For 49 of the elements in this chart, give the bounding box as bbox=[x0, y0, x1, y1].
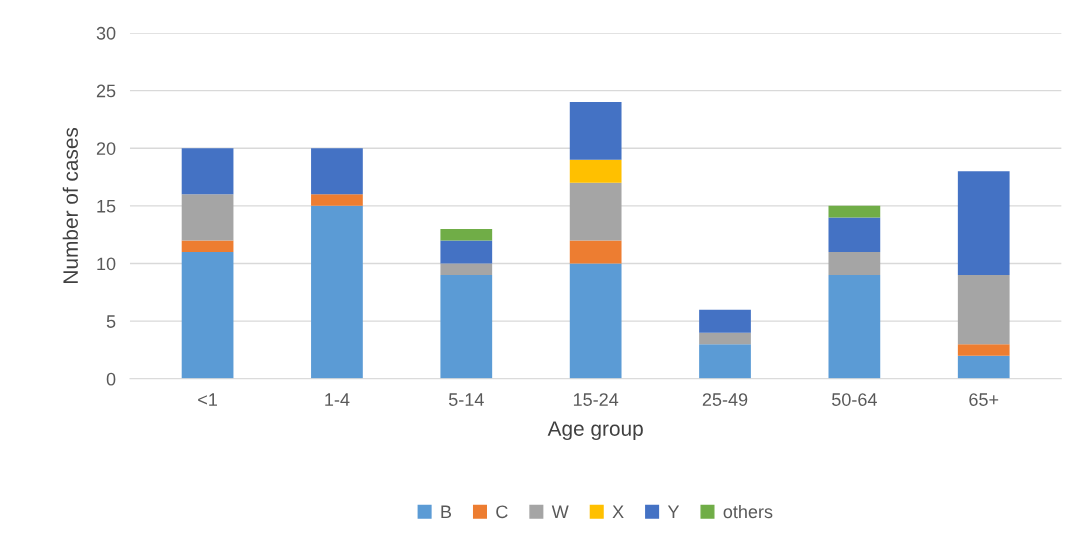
bar bbox=[181, 240, 234, 252]
bar bbox=[957, 171, 1010, 276]
bar bbox=[569, 240, 622, 264]
bar bbox=[828, 251, 881, 276]
bar bbox=[828, 275, 881, 379]
x-tick-label: 1-4 bbox=[325, 393, 350, 406]
y-tick-label: 15 bbox=[97, 200, 116, 213]
bar bbox=[440, 263, 493, 276]
bar bbox=[699, 344, 751, 379]
bar bbox=[569, 182, 622, 241]
bar bbox=[569, 102, 622, 160]
bar bbox=[311, 194, 363, 206]
x-tick-label: 25-49 bbox=[702, 393, 748, 406]
bar bbox=[181, 194, 234, 241]
legend-label: B bbox=[441, 505, 452, 519]
y-tick-label: 5 bbox=[106, 315, 116, 328]
bar bbox=[828, 205, 881, 218]
bar bbox=[440, 240, 493, 264]
y-tick-label: 0 bbox=[106, 372, 116, 386]
bar bbox=[311, 205, 363, 379]
bar bbox=[828, 217, 881, 252]
legend-label: others bbox=[723, 504, 773, 519]
bar bbox=[440, 228, 493, 241]
bar bbox=[699, 332, 751, 345]
bar bbox=[569, 263, 622, 379]
x-tick-label: 65+ bbox=[969, 393, 999, 406]
legend-label: Y bbox=[667, 505, 680, 519]
bar bbox=[957, 275, 1010, 345]
bar bbox=[181, 251, 234, 379]
y-tick-label: 30 bbox=[96, 26, 116, 40]
x-tick-label: 15-24 bbox=[573, 393, 619, 406]
bar bbox=[569, 159, 622, 183]
y-tick-label: 20 bbox=[96, 142, 116, 155]
y-tick-label: 25 bbox=[96, 84, 116, 98]
bar bbox=[181, 148, 234, 195]
y-tick-label: 10 bbox=[97, 257, 116, 271]
x-tick-label: 50-64 bbox=[832, 393, 877, 406]
bar bbox=[699, 309, 751, 333]
x-tick-label: 5-14 bbox=[448, 393, 484, 406]
legend-label: C bbox=[496, 505, 508, 519]
bar bbox=[440, 275, 493, 379]
legend-label: W bbox=[551, 505, 569, 519]
bar bbox=[311, 148, 363, 195]
y-axis-title: Number of cases bbox=[62, 127, 78, 283]
x-tick-label: <1 bbox=[198, 393, 217, 406]
legend-label: X bbox=[612, 505, 624, 519]
x-axis-title: Age group bbox=[547, 421, 643, 441]
bar bbox=[957, 355, 1010, 379]
bar bbox=[957, 344, 1010, 356]
